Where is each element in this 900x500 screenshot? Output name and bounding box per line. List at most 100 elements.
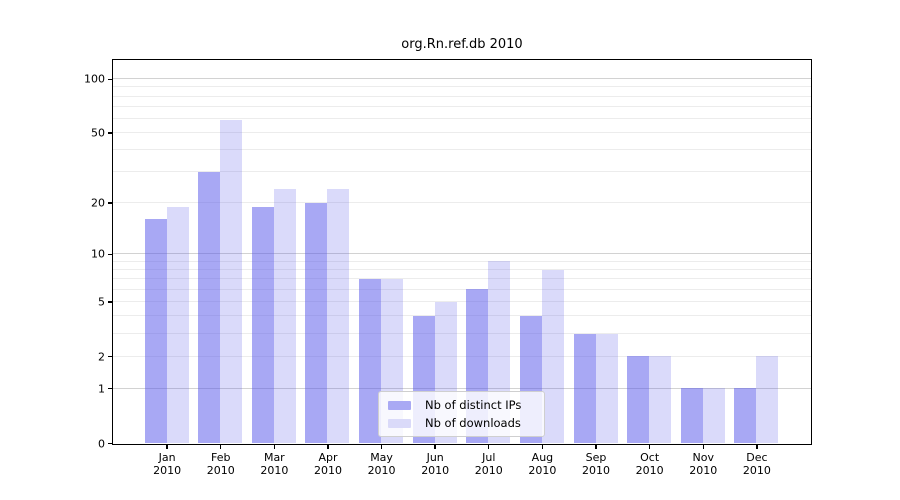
x-tick-year: 2010 xyxy=(689,464,718,477)
x-tick-month: Feb xyxy=(210,451,231,464)
gridline-major xyxy=(113,253,811,255)
bar-downloads-feb xyxy=(220,119,243,443)
y-tick-label: 1 xyxy=(98,382,105,396)
bar-distinct-ips-jan xyxy=(144,219,167,443)
legend-label-distinct-ips: Nb of distinct IPs xyxy=(425,398,522,412)
bar-distinct-ips-sep xyxy=(573,333,596,443)
y-tick-label: 2 xyxy=(98,350,105,364)
bar-distinct-ips-nov xyxy=(680,388,703,443)
gridline-major xyxy=(113,387,811,389)
y-tick-mark xyxy=(108,202,112,204)
y-tick-label: 0 xyxy=(98,437,105,450)
x-tick-mark xyxy=(541,445,544,449)
x-tick-month: Dec xyxy=(746,451,768,464)
x-tick-mark xyxy=(327,445,329,449)
bar-downloads-apr xyxy=(327,188,350,443)
x-tick-mark xyxy=(273,445,276,449)
bar-downloads-aug xyxy=(541,269,564,443)
x-tick-mark xyxy=(434,445,436,449)
x-tick-year: 2010 xyxy=(528,464,557,477)
bar-downloads-jan xyxy=(166,206,189,443)
x-tick-mark xyxy=(380,445,383,449)
x-tick-month: Aug xyxy=(531,451,554,464)
bar-downloads-sep xyxy=(595,333,618,443)
x-tick-year: 2010 xyxy=(474,464,503,477)
gridline-minor xyxy=(113,301,811,303)
x-tick-label-aug: Aug 2010 xyxy=(512,451,572,477)
y-tick-label: 10 xyxy=(91,247,105,261)
legend-row-distinct-ips: Nb of distinct IPs xyxy=(388,398,544,412)
y-tick-label: 50 xyxy=(91,126,105,140)
x-tick-year: 2010 xyxy=(260,464,289,477)
gridline-minor xyxy=(113,278,811,280)
y-tick-mark xyxy=(108,78,112,80)
gridline-minor xyxy=(113,333,811,335)
plot-area xyxy=(112,59,812,445)
gridline-minor xyxy=(113,288,811,290)
gridline-minor xyxy=(113,355,811,357)
bar-distinct-ips-oct xyxy=(627,356,650,443)
x-tick-label-dec: Dec 2010 xyxy=(727,451,787,477)
gridline-minor xyxy=(113,132,811,134)
gridline-minor xyxy=(113,202,811,204)
x-tick-year: 2010 xyxy=(206,464,235,477)
x-tick-label-sep: Sep 2010 xyxy=(566,451,626,477)
legend-swatch-distinct-ips xyxy=(388,400,411,410)
x-tick-mark xyxy=(595,445,597,449)
y-tick-mark xyxy=(108,388,112,390)
x-tick-label-nov: Nov 2010 xyxy=(673,451,733,477)
bar-distinct-ips-apr xyxy=(305,202,328,443)
gridline-minor xyxy=(113,315,811,317)
y-tick-label: 100 xyxy=(84,72,105,86)
bar-distinct-ips-feb xyxy=(198,171,221,443)
x-tick-month: Jan xyxy=(158,451,176,464)
x-tick-label-oct: Oct 2010 xyxy=(620,451,680,477)
x-tick-label-jul: Jul 2010 xyxy=(459,451,519,477)
x-tick-mark xyxy=(756,445,758,449)
x-tick-label-apr: Apr 2010 xyxy=(298,451,358,477)
x-tick-label-jan: Jan 2010 xyxy=(137,451,197,477)
x-tick-label-mar: Mar 2010 xyxy=(244,451,304,477)
x-tick-month: Apr xyxy=(318,451,338,464)
y-tick-mark xyxy=(108,132,112,134)
x-tick-year: 2010 xyxy=(742,464,771,477)
y-tick-mark xyxy=(108,253,112,255)
x-tick-mark xyxy=(220,445,222,449)
x-tick-year: 2010 xyxy=(313,464,342,477)
bar-downloads-oct xyxy=(649,356,672,443)
y-tick-mark xyxy=(108,442,112,445)
gridline-major xyxy=(113,78,811,80)
x-tick-mark xyxy=(648,445,651,449)
gridline-minor xyxy=(113,95,811,97)
x-tick-mark xyxy=(166,445,168,449)
bar-distinct-ips-mar xyxy=(251,206,274,443)
legend-swatch-downloads xyxy=(388,418,411,428)
gridline-minor xyxy=(113,171,811,173)
legend-row-downloads: Nb of downloads xyxy=(388,416,544,430)
x-tick-month: Sep xyxy=(585,451,607,464)
gridline-minor xyxy=(113,86,811,88)
legend-label-downloads: Nb of downloads xyxy=(425,416,521,430)
x-tick-month: Jul xyxy=(482,451,496,464)
gridline-minor xyxy=(113,118,811,119)
y-tick-mark xyxy=(108,356,112,358)
x-tick-label-feb: Feb 2010 xyxy=(191,451,251,477)
x-tick-year: 2010 xyxy=(153,464,182,477)
x-tick-mark xyxy=(488,445,490,449)
bar-distinct-ips-dec xyxy=(734,388,757,443)
x-tick-label-jun: Jun 2010 xyxy=(405,451,465,477)
x-tick-year: 2010 xyxy=(582,464,611,477)
gridline-minor xyxy=(113,269,811,271)
x-tick-mark xyxy=(702,445,704,449)
bar-distinct-ips-may xyxy=(359,278,382,443)
x-tick-year: 2010 xyxy=(367,464,396,477)
x-tick-year: 2010 xyxy=(635,464,664,477)
bar-downloads-mar xyxy=(273,188,296,443)
bar-downloads-dec xyxy=(756,356,779,443)
gridline-minor xyxy=(113,149,811,151)
gridline-minor xyxy=(113,260,811,262)
y-tick-label: 20 xyxy=(91,196,105,210)
plot-inner xyxy=(113,60,811,444)
x-tick-month: May xyxy=(370,451,393,464)
